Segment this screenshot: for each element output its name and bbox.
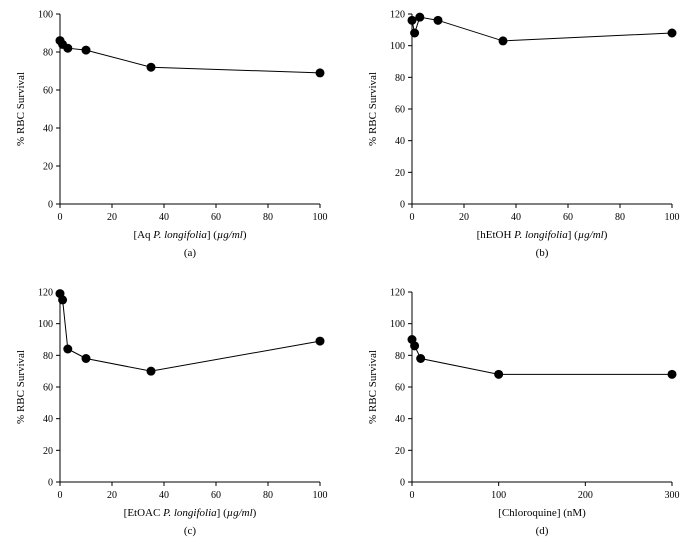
y-tick-label: 0 (48, 478, 53, 489)
x-tick-label: 20 (107, 490, 117, 501)
data-marker (494, 370, 503, 379)
chart-panel-d: 0 20 40 60 80 100 120 0 100 200 300 % RBC Survival [… (360, 284, 684, 542)
y-tick-label: 20 (43, 162, 53, 173)
panel-caption: (a) (184, 247, 197, 259)
y-tick-label: 80 (395, 351, 405, 362)
x-axis-label: [hEtOH P. longifolia] (µg/ml) (477, 229, 608, 241)
data-marker (82, 354, 91, 363)
y-tick-label: 40 (43, 414, 53, 425)
data-line (412, 17, 672, 41)
x-tick-label: 40 (159, 212, 169, 223)
y-tick-label: 100 (38, 10, 53, 21)
x-tick-label: 0 (410, 490, 415, 501)
x-tick-label: 80 (263, 490, 273, 501)
figure-four-panel: 0 20 40 60 80 100 0 20 40 60 80 100 % RBC Survival [A… (0, 0, 692, 560)
y-tick-label: 100 (390, 41, 405, 52)
data-marker (316, 337, 325, 346)
chart-svg-c: 0 20 40 60 80 100 120 0 20 40 60 80 100 % RBC Surviva… (8, 284, 332, 542)
data-marker (499, 36, 508, 45)
y-tick-label: 0 (48, 200, 53, 211)
x-tick-label: 60 (211, 212, 221, 223)
y-tick-label: 80 (395, 73, 405, 84)
chart-panel-a: 0 20 40 60 80 100 0 20 40 60 80 100 % RBC Survival [A… (8, 6, 332, 264)
x-tick-label: 40 (511, 212, 521, 223)
data-marker (147, 63, 156, 72)
y-tick-label: 40 (395, 414, 405, 425)
data-line (60, 294, 320, 372)
chart-svg-d: 0 20 40 60 80 100 120 0 100 200 300 % RBC Survival [… (360, 284, 684, 542)
x-axis-label: [Chloroquine] (nM) (498, 507, 586, 519)
x-tick-label: 100 (665, 212, 680, 223)
x-tick-label: 20 (459, 212, 469, 223)
data-marker (668, 370, 677, 379)
data-marker (316, 68, 325, 77)
y-axis-label: % RBC Survival (367, 350, 379, 424)
y-tick-label: 100 (38, 319, 53, 330)
x-tick-label: 100 (491, 490, 506, 501)
data-marker (82, 46, 91, 55)
chart-panel-b: 0 20 40 60 80 100 120 0 20 40 60 80 100 % RBC Surviva… (360, 6, 684, 264)
x-axis-label: [Aq P. longifolia] (µg/ml) (133, 229, 246, 241)
y-tick-label: 20 (43, 446, 53, 457)
y-tick-label: 100 (390, 319, 405, 330)
data-marker (434, 16, 443, 25)
x-tick-label: 300 (665, 490, 680, 501)
y-tick-label: 40 (43, 124, 53, 135)
x-tick-label: 200 (578, 490, 593, 501)
panel-caption: (c) (184, 525, 197, 537)
y-tick-label: 120 (390, 10, 405, 21)
data-marker (416, 354, 425, 363)
x-tick-label: 0 (58, 490, 63, 501)
data-marker (415, 13, 424, 22)
data-line (60, 41, 320, 73)
x-axis-label: [EtOAC P. longifolia] (µg/ml) (124, 507, 257, 519)
x-tick-label: 60 (211, 490, 221, 501)
y-axis-label: % RBC Survival (15, 72, 27, 146)
y-tick-label: 20 (395, 446, 405, 457)
chart-panel-c: 0 20 40 60 80 100 120 0 20 40 60 80 100 % RBC Surviva… (8, 284, 332, 542)
data-marker (147, 367, 156, 376)
y-tick-label: 120 (390, 288, 405, 299)
data-line (412, 340, 672, 375)
data-marker (410, 29, 419, 38)
chart-svg-b: 0 20 40 60 80 100 120 0 20 40 60 80 100 % RBC Surviva… (360, 6, 684, 264)
data-marker (408, 16, 417, 25)
y-tick-label: 40 (395, 136, 405, 147)
y-tick-label: 80 (43, 48, 53, 59)
x-tick-label: 80 (615, 212, 625, 223)
y-tick-label: 0 (400, 200, 405, 211)
y-tick-label: 60 (43, 86, 53, 97)
data-marker (410, 341, 419, 350)
x-tick-label: 80 (263, 212, 273, 223)
y-tick-label: 20 (395, 168, 405, 179)
x-tick-label: 60 (563, 212, 573, 223)
data-marker (58, 295, 67, 304)
x-tick-label: 0 (58, 212, 63, 223)
x-tick-label: 40 (159, 490, 169, 501)
chart-svg-a: 0 20 40 60 80 100 0 20 40 60 80 100 % RBC Survival [A… (8, 6, 332, 264)
x-tick-label: 100 (313, 212, 328, 223)
y-tick-label: 0 (400, 478, 405, 489)
y-tick-label: 60 (395, 105, 405, 116)
y-tick-label: 60 (43, 383, 53, 394)
x-tick-label: 20 (107, 212, 117, 223)
data-marker (668, 29, 677, 38)
panel-caption: (b) (536, 247, 549, 259)
y-tick-label: 60 (395, 383, 405, 394)
x-tick-label: 0 (410, 212, 415, 223)
x-tick-label: 100 (313, 490, 328, 501)
y-tick-label: 120 (38, 288, 53, 299)
y-axis-label: % RBC Survival (367, 72, 379, 146)
data-marker (63, 345, 72, 354)
panel-caption: (d) (536, 525, 549, 537)
data-marker (63, 44, 72, 53)
y-tick-label: 80 (43, 351, 53, 362)
y-axis-label: % RBC Survival (15, 350, 27, 424)
